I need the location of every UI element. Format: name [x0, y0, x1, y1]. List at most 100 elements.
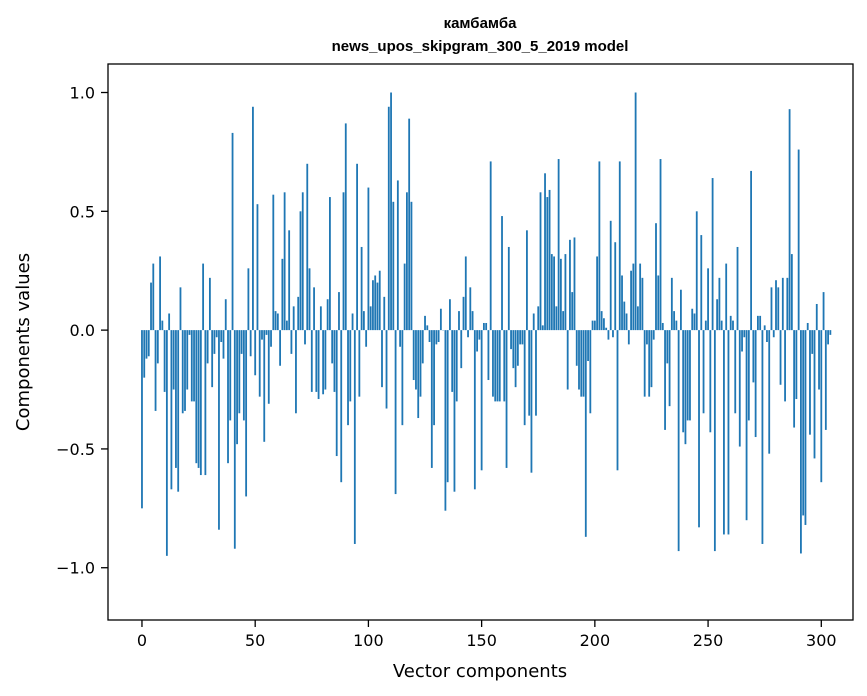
x-tick-label: 100	[353, 631, 384, 650]
bar-component-79	[319, 306, 322, 331]
bar-component-98	[362, 311, 365, 331]
bar-component-112	[394, 330, 397, 495]
bar-component-223	[646, 330, 648, 345]
bar-component-187	[564, 254, 567, 331]
bar-component-92	[349, 330, 352, 402]
bar-component-139	[455, 330, 458, 402]
bar-component-161	[505, 330, 508, 468]
bar-component-76	[313, 287, 315, 331]
bar-component-66	[290, 330, 293, 354]
bar-component-51	[256, 204, 259, 331]
bar-component-114	[399, 330, 402, 347]
bar-component-117	[406, 192, 408, 331]
bar-component-259	[727, 330, 730, 535]
bar-component-163	[510, 330, 512, 350]
bar-component-285	[786, 277, 789, 331]
bar-component-41	[233, 330, 236, 549]
bar-component-216	[630, 270, 632, 331]
bar-component-146	[471, 311, 474, 331]
bar-component-193	[578, 330, 580, 390]
bar-component-279	[772, 330, 775, 338]
bar-component-16	[177, 330, 180, 492]
bar-component-239	[682, 330, 685, 433]
bar-component-189	[569, 239, 571, 331]
bar-component-233	[668, 330, 671, 407]
bar-component-175	[537, 306, 540, 331]
bar-component-32	[213, 330, 216, 354]
bar-component-304	[829, 330, 832, 335]
bar-component-213	[623, 301, 626, 331]
bar-component-9	[161, 320, 164, 331]
bar-component-191	[573, 237, 576, 331]
bar-component-17	[179, 287, 182, 331]
bar-component-219	[636, 306, 639, 331]
x-tick-label: 200	[580, 631, 611, 650]
bar-component-198	[589, 330, 592, 414]
bar-component-196	[584, 330, 587, 537]
bar-component-263	[736, 246, 739, 331]
bar-component-43	[238, 330, 241, 414]
bar-component-106	[381, 330, 383, 388]
bar-component-220	[639, 263, 642, 331]
y-tick-label: −0.5	[56, 440, 95, 459]
bar-component-182	[553, 256, 555, 331]
bar-component-25	[197, 330, 200, 468]
bar-component-18	[181, 330, 184, 414]
bar-component-150	[480, 330, 483, 471]
bar-component-241	[686, 330, 689, 421]
bar-component-265	[741, 330, 743, 352]
bar-component-287	[790, 254, 793, 331]
bar-component-46	[245, 330, 248, 497]
bar-component-45	[242, 330, 245, 421]
bar-component-103	[374, 275, 377, 331]
bar-component-122	[417, 330, 420, 419]
bar-component-288	[793, 330, 796, 428]
bar-component-151	[482, 322, 485, 331]
bar-component-109	[387, 106, 390, 331]
bar-component-59	[274, 311, 277, 331]
bar-component-90	[344, 123, 347, 331]
bar-component-102	[372, 280, 374, 331]
bar-component-148	[476, 330, 479, 352]
bar-component-80	[322, 330, 325, 395]
bar-component-138	[453, 330, 456, 492]
bar-component-154	[489, 161, 492, 331]
bar-component-50	[254, 330, 257, 376]
bar-component-160	[503, 330, 506, 402]
bar-component-5	[152, 263, 155, 331]
bar-component-105	[378, 270, 381, 331]
y-tick-label: 0.0	[70, 321, 95, 340]
bar-component-167	[519, 330, 522, 345]
bar-component-283	[781, 277, 784, 331]
bar-component-215	[627, 330, 630, 345]
bar-component-74	[308, 268, 311, 331]
bar-component-188	[566, 330, 569, 390]
bar-component-180	[548, 189, 551, 331]
bar-component-276	[766, 330, 768, 342]
bar-component-186	[562, 311, 565, 331]
bar-component-116	[403, 263, 406, 331]
bar-component-301	[822, 292, 825, 331]
bar-component-68	[295, 330, 297, 414]
bar-component-289	[795, 330, 798, 400]
bar-component-152	[485, 322, 488, 331]
bar-component-115	[401, 330, 404, 426]
bar-component-281	[777, 287, 780, 331]
bar-component-107	[383, 296, 386, 331]
bar-component-192	[575, 330, 578, 366]
bar-component-129	[433, 330, 435, 426]
bar-component-34	[218, 330, 220, 530]
bar-component-303	[827, 330, 829, 345]
y-tick-label: 1.0	[70, 84, 95, 103]
bar-component-234	[670, 277, 673, 331]
bar-component-104	[376, 282, 379, 331]
bar-component-255	[718, 277, 721, 331]
bar-component-246	[698, 330, 700, 528]
bar-component-40	[231, 132, 234, 331]
bar-component-14	[172, 330, 175, 390]
bar-component-55	[265, 330, 268, 335]
bar-component-262	[734, 330, 737, 414]
bar-component-202	[598, 161, 601, 331]
bar-component-37	[224, 299, 227, 331]
bar-component-58	[272, 194, 275, 331]
